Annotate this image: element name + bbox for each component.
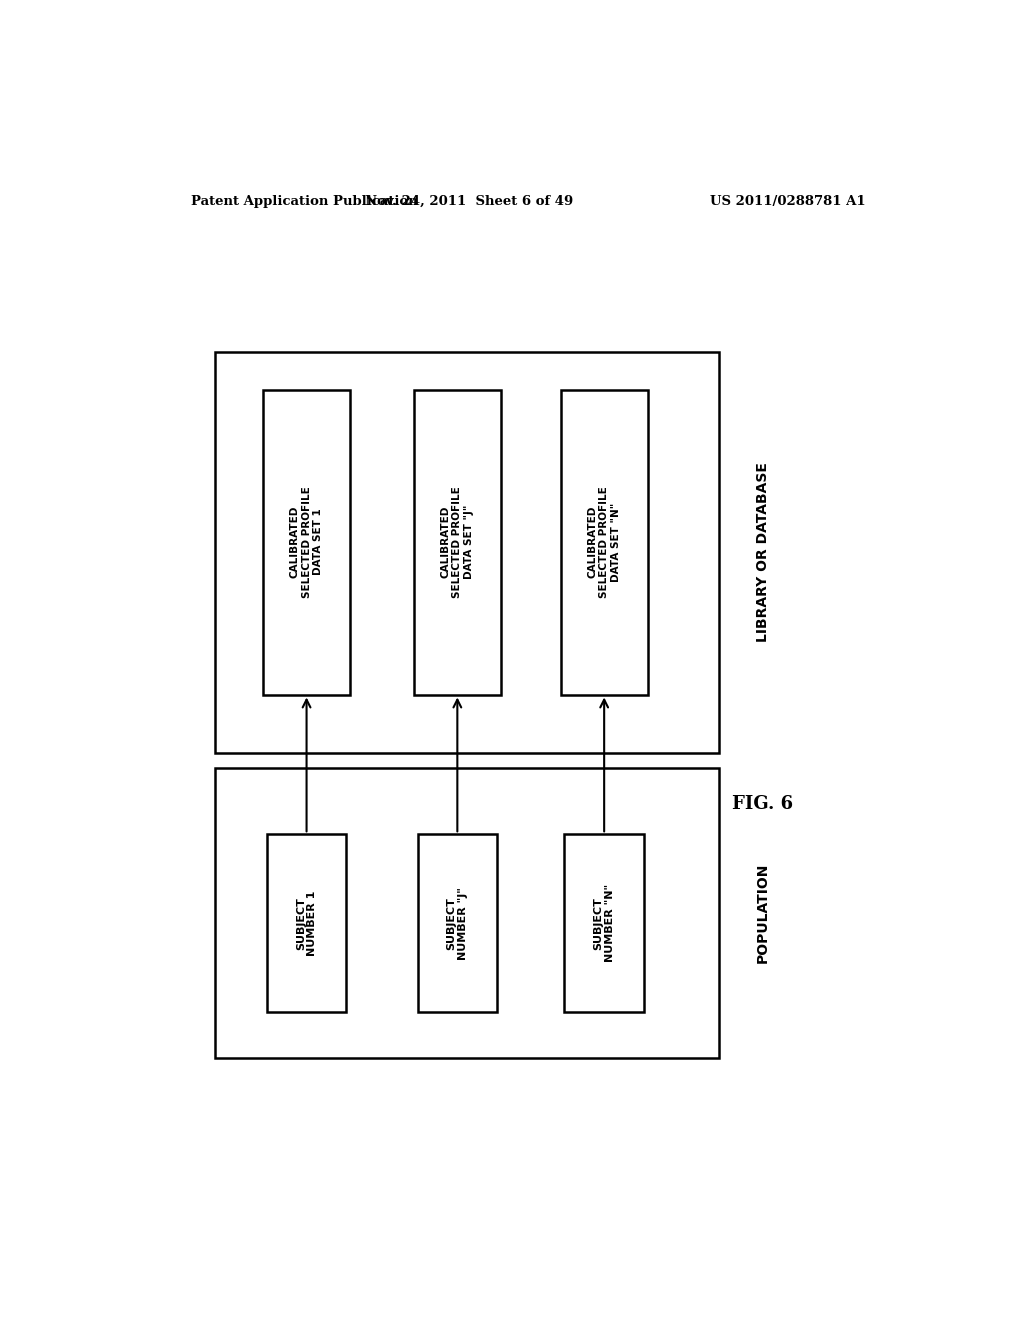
Bar — [414, 389, 501, 694]
Text: Nov. 24, 2011  Sheet 6 of 49: Nov. 24, 2011 Sheet 6 of 49 — [366, 194, 573, 207]
Bar — [564, 834, 644, 1012]
Bar — [418, 834, 497, 1012]
Bar — [215, 768, 719, 1057]
Bar — [267, 834, 346, 1012]
Text: US 2011/0288781 A1: US 2011/0288781 A1 — [711, 194, 866, 207]
Text: CALIBRATED
SELECTED PROFILE
DATA SET 1: CALIBRATED SELECTED PROFILE DATA SET 1 — [290, 486, 324, 598]
Text: POPULATION: POPULATION — [756, 863, 770, 964]
Bar — [560, 389, 648, 694]
Bar — [263, 389, 350, 694]
Text: CALIBRATED
SELECTED PROFILE
DATA SET "N": CALIBRATED SELECTED PROFILE DATA SET "N" — [588, 486, 621, 598]
Text: FIG. 6: FIG. 6 — [732, 795, 794, 813]
Text: SUBJECT
NUMBER "J": SUBJECT NUMBER "J" — [446, 887, 468, 960]
Text: SUBJECT
NUMBER 1: SUBJECT NUMBER 1 — [296, 891, 317, 956]
Text: LIBRARY OR DATABASE: LIBRARY OR DATABASE — [756, 462, 770, 643]
Text: Patent Application Publication: Patent Application Publication — [191, 194, 418, 207]
Text: SUBJECT
NUMBER "N": SUBJECT NUMBER "N" — [593, 884, 615, 962]
Bar — [215, 351, 719, 752]
Text: CALIBRATED
SELECTED PROFILE
DATA SET "J": CALIBRATED SELECTED PROFILE DATA SET "J" — [440, 486, 474, 598]
